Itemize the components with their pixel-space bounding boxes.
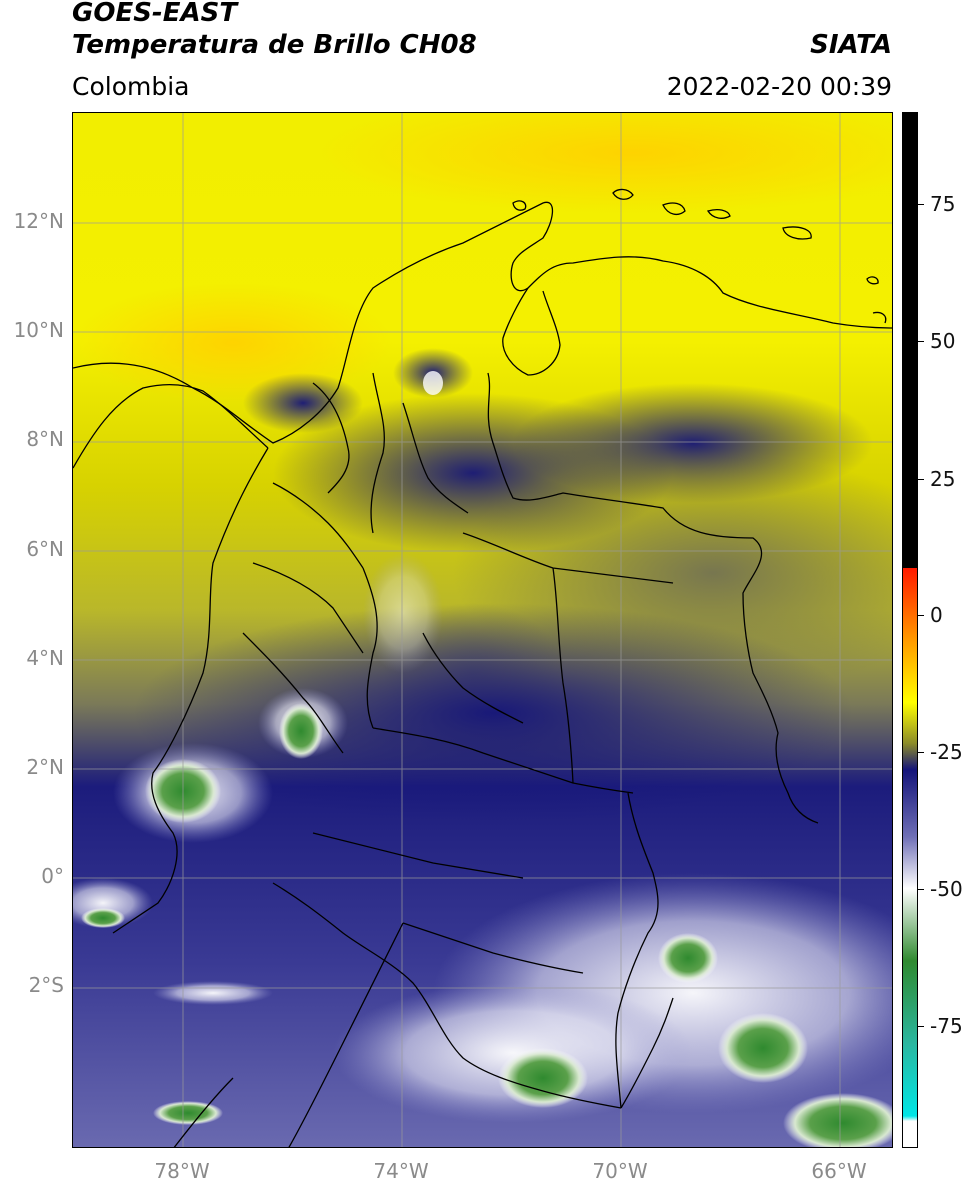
region-label: Colombia (72, 72, 190, 101)
lon-label-66W: 66°W (811, 1159, 867, 1183)
colorbar-tick-mark (918, 752, 924, 753)
colorbar-tick-0: 0 (930, 603, 943, 627)
convective-cell (498, 1048, 588, 1108)
colorbar-tick-25: 25 (930, 467, 956, 491)
lat-label-6N: 6°N (26, 537, 64, 561)
datetime-label: 2022-02-20 00:39 (666, 72, 892, 101)
brightness-temperature-image (73, 113, 892, 1147)
colorbar (902, 112, 918, 1148)
lat-label-10N: 10°N (13, 318, 64, 342)
colorbar-tick-mark (918, 204, 924, 205)
lat-label-12N: 12°N (13, 209, 64, 233)
colorbar-tick-50: 50 (930, 329, 956, 353)
colorbar-tick-mark (918, 615, 924, 616)
lat-label-8N: 8°N (26, 427, 64, 451)
satellite-title: GOES-EAST (72, 0, 238, 28)
colorbar-tick-mark (918, 889, 924, 890)
lon-label-74W: 74°W (373, 1159, 429, 1183)
lat-label-2N: 2°N (26, 755, 64, 779)
colorbar-tick-neg75: -75 (930, 1014, 963, 1038)
convective-cell (153, 1101, 223, 1125)
product-title: Temperatura de Brillo CH08 (72, 30, 477, 60)
lon-label-70W: 70°W (592, 1159, 648, 1183)
convective-cell (783, 1093, 892, 1147)
graticule (73, 113, 892, 1147)
lon-label-78W: 78°W (154, 1159, 210, 1183)
satellite-map (72, 112, 893, 1148)
colorbar-tick-neg50: -50 (930, 877, 963, 901)
lat-label-2S: 2°S (28, 973, 64, 997)
convective-cell (718, 1013, 808, 1083)
colorbar-tick-mark (918, 341, 924, 342)
colorbar-tick-neg25: -25 (930, 740, 963, 764)
colorbar-tick-mark (918, 479, 924, 480)
source-title: SIATA (810, 30, 892, 60)
convective-cell (81, 908, 125, 928)
convective-cell (279, 703, 323, 759)
colorbar-tick-mark (918, 1026, 924, 1027)
lat-label-0: 0° (41, 864, 64, 888)
lat-label-4N: 4°N (26, 646, 64, 670)
borders (73, 188, 892, 1147)
convective-cell (658, 933, 718, 983)
colorbar-tick-75: 75 (930, 192, 956, 216)
